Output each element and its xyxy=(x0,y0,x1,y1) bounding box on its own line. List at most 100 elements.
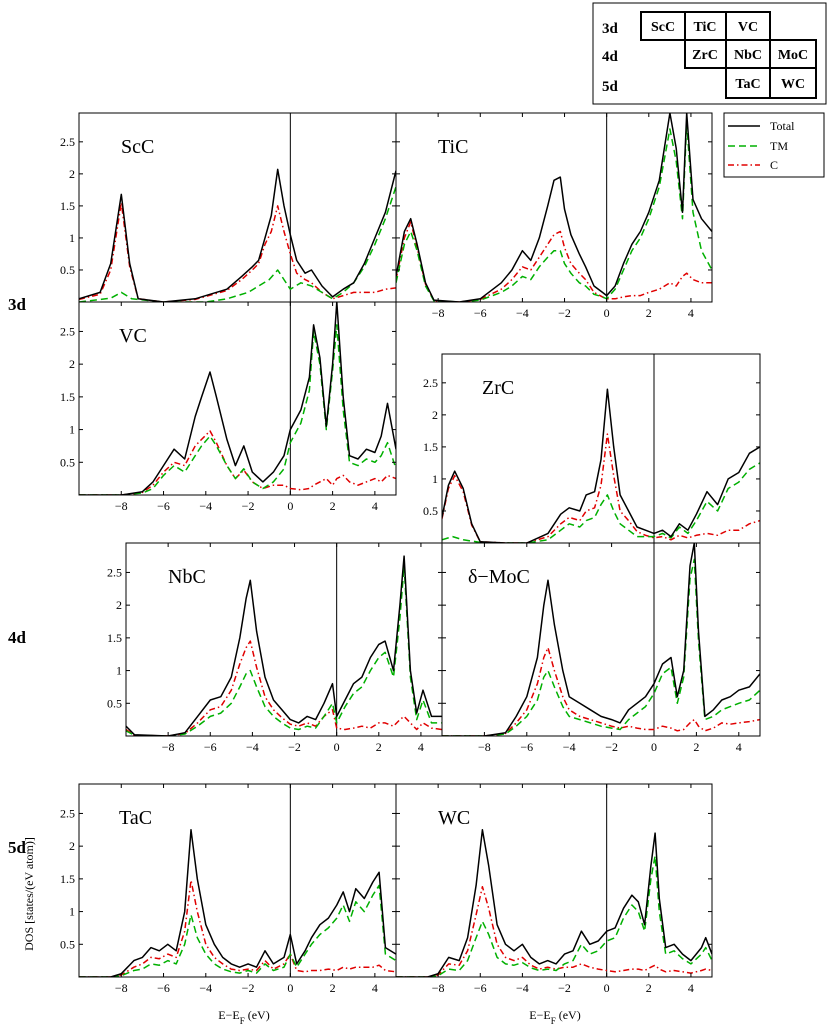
panel-bg-moc xyxy=(442,543,760,736)
panel-frame-wc xyxy=(395,783,713,978)
pt-cell-wc-box xyxy=(769,67,817,99)
panel-label-zrc: ZrC xyxy=(482,377,514,399)
panel-vc: 0.5 1 1.5 2 2.5 −8 −6 −4 −2 0 2 4 VC xyxy=(60,301,397,513)
legend-label-total: Total xyxy=(770,119,795,133)
xtick-label: −2 xyxy=(558,306,571,320)
panel-moc: −8 −6 −4 −2 0 2 4 δ−MoC xyxy=(441,542,761,754)
x-axis-label-right: E−EF (eV) xyxy=(529,1008,580,1026)
ytick-label: 2 xyxy=(69,839,75,853)
ytick-label: 1.5 xyxy=(60,199,75,213)
xtick-label: 2 xyxy=(330,981,336,995)
xtick-label: −8 xyxy=(162,740,175,754)
xtick-label: −6 xyxy=(157,981,170,995)
panel-tic: −8 −6 −4 −2 0 2 4 TiC xyxy=(395,112,713,320)
series-tm-vc xyxy=(79,324,396,495)
series-c-nbc xyxy=(126,640,442,736)
periodic-table-inset: 3d 4d 5d ScC TiC VC ZrC NbC MoC TaC WC xyxy=(592,2,827,105)
xtick-label: −8 xyxy=(478,740,491,754)
xtick-label: −4 xyxy=(516,306,529,320)
xtick-label: −4 xyxy=(199,499,212,513)
xtick-label: −6 xyxy=(204,740,217,754)
panel-bg-tac xyxy=(79,784,396,977)
row-label-3d: 3d xyxy=(8,295,27,314)
pt-row-3d: 3d xyxy=(602,21,619,37)
xtick-label: −6 xyxy=(474,981,487,995)
xtick-label: −2 xyxy=(242,981,255,995)
pt-cell-tic: TiC xyxy=(693,20,716,35)
ytick-label: 1 xyxy=(69,231,75,245)
series-c-moc xyxy=(442,646,760,736)
ytick-label: 0.5 xyxy=(423,504,438,518)
xtick-label: 4 xyxy=(418,740,424,754)
xtick-label: −2 xyxy=(288,740,301,754)
xtick-label: 0 xyxy=(334,740,340,754)
x-axis-label-left: E−EF (eV) xyxy=(218,1008,269,1026)
xtick-label: 0 xyxy=(287,499,293,513)
series-total-nbc xyxy=(126,555,442,736)
ytick-label: 2 xyxy=(69,167,75,181)
panel-label-scc: ScC xyxy=(121,136,154,158)
xtick-label: 4 xyxy=(688,981,694,995)
panel-wc: −8 −6 −4 −2 0 2 4 WC xyxy=(395,783,713,995)
xtick-label: 0 xyxy=(287,981,293,995)
series-total-zrc xyxy=(442,388,760,543)
series-tm-tac xyxy=(79,884,396,977)
ytick-label: 0.5 xyxy=(107,696,122,710)
xtick-label: −4 xyxy=(516,981,529,995)
panel-nbc: 0.5 1 1.5 2 2.5 −8 −6 −4 −2 0 2 4 NbC xyxy=(107,542,443,754)
panel-zrc: 0.5 1 1.5 2 2.5 ZrC xyxy=(423,353,761,544)
series-c-wc xyxy=(396,885,712,977)
ytick-label: 1.5 xyxy=(423,440,438,454)
ytick-label: 0.5 xyxy=(60,937,75,951)
xtick-label: 2 xyxy=(693,740,699,754)
ytick-label: 2.5 xyxy=(60,324,75,338)
y-axis-label: DOS [states/(eV atom)] xyxy=(22,837,36,951)
ytick-label: 2.5 xyxy=(107,565,122,579)
series-total-vc xyxy=(79,302,396,495)
ytick-label: 2 xyxy=(116,598,122,612)
pt-cell-moc: MoC xyxy=(778,48,808,63)
xtick-label: −4 xyxy=(563,740,576,754)
series-c-tac xyxy=(79,879,396,977)
pt-cell-scc: ScC xyxy=(651,20,675,35)
xtick-label: 4 xyxy=(372,981,378,995)
panel-bg-tic xyxy=(396,113,712,302)
series-c-scc xyxy=(79,201,396,302)
xtick-label: −4 xyxy=(199,981,212,995)
xtick-label: 2 xyxy=(646,306,652,320)
panel-label-moc: δ−MoC xyxy=(468,566,530,588)
series-tm-zrc xyxy=(442,462,760,543)
ytick-label: 1.5 xyxy=(60,390,75,404)
xtick-label: 4 xyxy=(736,740,742,754)
xtick-label: 2 xyxy=(376,740,382,754)
pt-row-4d: 4d xyxy=(602,49,619,65)
xtick-label: −6 xyxy=(157,499,170,513)
ytick-label: 1.5 xyxy=(60,872,75,886)
panel-label-vc: VC xyxy=(119,325,147,347)
pt-row-5d: 5d xyxy=(602,79,619,95)
ytick-label: 2.5 xyxy=(60,135,75,149)
xtick-label: 4 xyxy=(372,499,378,513)
xtick-label: −8 xyxy=(432,981,445,995)
panel-bg-wc xyxy=(396,784,712,977)
panel-scc: 0.5 1 1.5 2 2.5 ScC xyxy=(60,112,397,303)
panel-label-wc: WC xyxy=(438,807,470,829)
series-tm-nbc xyxy=(126,565,442,736)
series-c-vc xyxy=(79,430,396,495)
dos-panels: 0.5 1 1.5 2 2.5 ScC −8 −6 −4 −2 0 2 4 TiC 0.5 1 1.5 2 2.5 −… xyxy=(60,112,761,995)
panel-bg-zrc xyxy=(442,354,760,543)
xtick-label: 2 xyxy=(646,981,652,995)
xtick-label: −2 xyxy=(605,740,618,754)
ytick-label: 1.5 xyxy=(107,631,122,645)
legend-label-c: C xyxy=(770,158,778,172)
panel-frame-tic xyxy=(395,112,713,303)
xtick-label: 0 xyxy=(651,740,657,754)
xtick-label: −6 xyxy=(474,306,487,320)
ytick-label: 1 xyxy=(432,472,438,486)
pt-cell-tac: TaC xyxy=(735,77,760,92)
panel-frame-moc xyxy=(441,542,761,737)
series-tm-moc xyxy=(442,558,760,736)
periodic-table-frame xyxy=(592,2,827,105)
ytick-label: 2.5 xyxy=(60,806,75,820)
